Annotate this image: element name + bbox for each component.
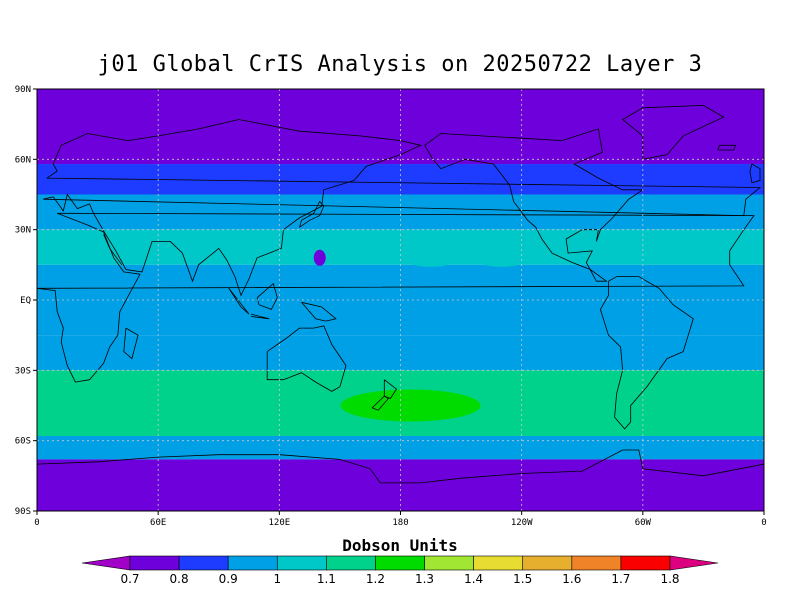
lat-tick-label: 60S [15,437,31,447]
colorbar-tick-label: 0.9 [219,572,238,586]
coastline [299,200,325,228]
field-feature [340,389,481,422]
field-patch [39,244,96,263]
coastline [37,212,755,383]
colorbar-segment [473,555,524,571]
colorbar-segment [375,555,425,571]
coastline [599,276,694,430]
lat-tick-label: 90N [15,85,31,95]
lon-tick-label: 120W [511,518,533,528]
field-patch [402,248,459,267]
colorbar-tick-label: 1.1 [317,572,336,586]
colorbar-segment [424,555,474,571]
coastline [301,301,337,322]
coastline [383,379,398,399]
colorbar-segment [620,555,671,571]
colorbar-segment [227,555,278,571]
coastline [424,128,645,282]
colorbar-tick-label: 1.4 [464,572,483,586]
colorbar-tick-label: 1.6 [562,572,581,586]
colorbar-title: Dobson Units [342,536,458,555]
colorbar-segment [276,555,327,571]
coastline [37,449,764,484]
colorbar-tick-label: 1.3 [415,572,434,586]
colorbar-segment [326,555,376,571]
field-patch [473,248,530,267]
coastline [103,234,123,266]
coastline [256,282,278,310]
colorbar-tick-label: 1.7 [611,572,630,586]
coastline [123,327,139,360]
colorbar-tick-label: 1.5 [513,572,532,586]
colorbar-segment [129,555,180,571]
colorbar-segment [571,555,622,571]
colorbar-tick-label: 1 [273,572,281,586]
lat-tick-label: 90S [15,507,31,517]
colorbar-segment [522,555,573,571]
colorbar-tick-label: 1.8 [660,572,679,586]
coastline [250,313,270,320]
coastline [266,325,347,392]
grid-lines [37,89,764,511]
colorbar-max-arrow [669,555,719,571]
field-patch [655,244,712,263]
lat-tick-label: EQ [20,296,31,306]
lon-tick-label: 0 [34,518,39,528]
coastline [371,395,390,411]
colorbar-tick-label: 1.2 [366,572,385,586]
colorbar-segment [178,555,229,571]
map-title: j01 Global CrIS Analysis on 20250722 Lay… [97,52,703,77]
lon-tick-label: 60E [150,518,166,528]
lat-tick-label: 30N [15,226,31,236]
field-patch [160,239,217,258]
field-feature [313,249,326,266]
lon-tick-label: 0 [761,518,766,528]
coastlines [37,104,764,484]
lat-tick-label: 30S [15,366,31,376]
coastline [43,119,762,297]
lon-tick-label: 60W [635,518,652,528]
zonal-band [37,435,764,460]
lon-tick-label: 120E [268,518,290,528]
coastline [749,163,761,184]
coastline [621,104,725,160]
coastline [228,288,250,315]
colorbar-min-arrow [81,555,131,571]
lon-tick-label: 180 [392,518,408,528]
colorbar-tick-label: 0.8 [170,572,189,586]
colorbar-tick-label: 0.7 [120,572,139,586]
lat-tick-label: 60N [15,155,31,165]
coastline [717,144,737,151]
